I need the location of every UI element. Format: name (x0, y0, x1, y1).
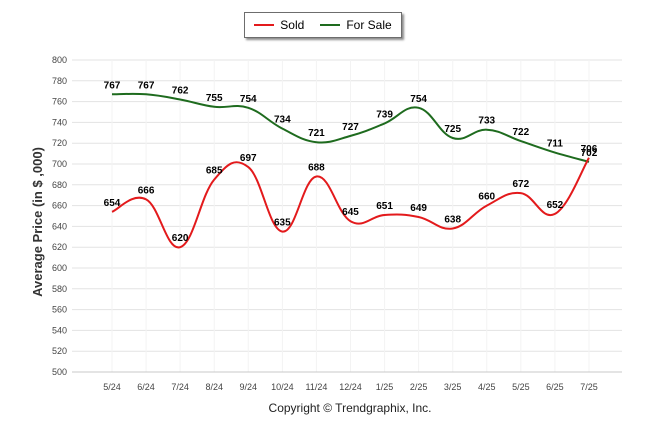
series-lines (111, 92, 590, 249)
y-tick-label: 640 (52, 221, 67, 231)
data-label-for-sale: 754 (240, 94, 257, 105)
x-tick-label: 1/25 (376, 382, 394, 392)
y-axis-label: Average Price (in $ ,000) (30, 147, 45, 297)
x-tick-label: 9/24 (240, 382, 258, 392)
y-tick-label: 500 (52, 367, 67, 377)
y-tick-label: 800 (52, 55, 67, 65)
legend-swatch-for-sale (320, 24, 341, 26)
y-tick-label: 620 (52, 242, 67, 252)
data-label-for-sale: 727 (342, 122, 359, 133)
x-tick-label: 5/24 (103, 382, 121, 392)
data-label-sold: 688 (308, 162, 325, 173)
y-tick-label: 760 (52, 97, 67, 107)
y-tick-label: 700 (52, 159, 67, 169)
x-tick-label: 5/25 (512, 382, 530, 392)
y-tick-labels: 500 520 540 560 580 600 620 640 660 680 700 720 740 7… (52, 55, 67, 377)
y-tick-label: 680 (52, 180, 67, 190)
data-label-sold: 645 (342, 207, 359, 218)
copyright-text: Copyright © Trendgraphix, Inc. (269, 401, 432, 415)
data-label-sold: 685 (206, 166, 223, 177)
y-tick-label: 740 (52, 117, 67, 127)
data-label-for-sale: 702 (581, 148, 598, 159)
y-tick-label: 780 (52, 76, 67, 86)
data-label-sold: 660 (478, 192, 495, 203)
data-label-for-sale: 711 (547, 139, 564, 150)
data-label-for-sale: 734 (274, 115, 291, 126)
data-label-sold: 654 (104, 198, 121, 209)
x-tick-label: 7/25 (580, 382, 598, 392)
data-label-for-sale: 722 (512, 127, 529, 138)
data-label-sold: 706 (581, 144, 598, 155)
x-tick-labels: 5/24 6/24 7/24 8/24 9/24 10/24 11/24 12/24 1/25 2… (103, 382, 598, 392)
data-label-for-sale: 739 (376, 109, 393, 120)
y-tick-label: 660 (52, 201, 67, 211)
data-label-for-sale: 725 (444, 124, 461, 135)
data-label-for-sale: 721 (308, 128, 325, 139)
data-label-sold: 649 (410, 203, 427, 214)
y-tick-label: 720 (52, 138, 67, 148)
data-label-sold: 635 (274, 218, 291, 229)
series-line-for-sale (111, 92, 590, 163)
data-label-sold: 697 (240, 153, 257, 164)
data-label-for-sale: 754 (410, 94, 427, 105)
data-label-for-sale: 767 (138, 80, 155, 91)
legend-label-for-sale: For Sale (346, 18, 392, 32)
x-tick-label: 6/25 (546, 382, 564, 392)
y-tick-label: 520 (52, 346, 67, 356)
data-label-sold: 620 (172, 233, 189, 244)
data-label-for-sale: 762 (172, 86, 189, 97)
data-label-for-sale: 755 (206, 93, 223, 104)
legend-item-sold: Sold (254, 18, 304, 32)
legend: Sold For Sale (244, 12, 402, 38)
x-tick-label: 10/24 (271, 382, 294, 392)
x-tick-label: 7/24 (171, 382, 189, 392)
x-tick-label: 6/24 (137, 382, 155, 392)
y-tick-label: 540 (52, 325, 67, 335)
data-labels: 767 767 762 755 754 734 721 727 739 754 725 733 722 7… (104, 80, 598, 244)
legend-item-for-sale: For Sale (320, 18, 392, 32)
data-label-for-sale: 767 (104, 80, 121, 91)
data-label-sold: 652 (547, 200, 564, 211)
x-tick-label: 11/24 (305, 382, 327, 392)
series-line-sold (111, 157, 590, 249)
y-tick-label: 600 (52, 263, 67, 273)
legend-label-sold: Sold (280, 18, 305, 32)
x-tick-label: 12/24 (339, 382, 362, 392)
y-tick-label: 560 (52, 305, 67, 315)
data-label-sold: 638 (444, 214, 461, 225)
x-tick-label: 4/25 (478, 382, 496, 392)
data-label-for-sale: 733 (478, 116, 495, 127)
y-tick-label: 580 (52, 284, 67, 294)
legend-swatch-sold (254, 24, 275, 26)
x-tick-label: 8/24 (205, 382, 223, 392)
data-label-sold: 672 (512, 179, 529, 190)
x-tick-label: 2/25 (410, 382, 428, 392)
x-tick-label: 3/25 (444, 382, 462, 392)
data-label-sold: 666 (138, 185, 155, 196)
data-label-sold: 651 (376, 201, 393, 212)
